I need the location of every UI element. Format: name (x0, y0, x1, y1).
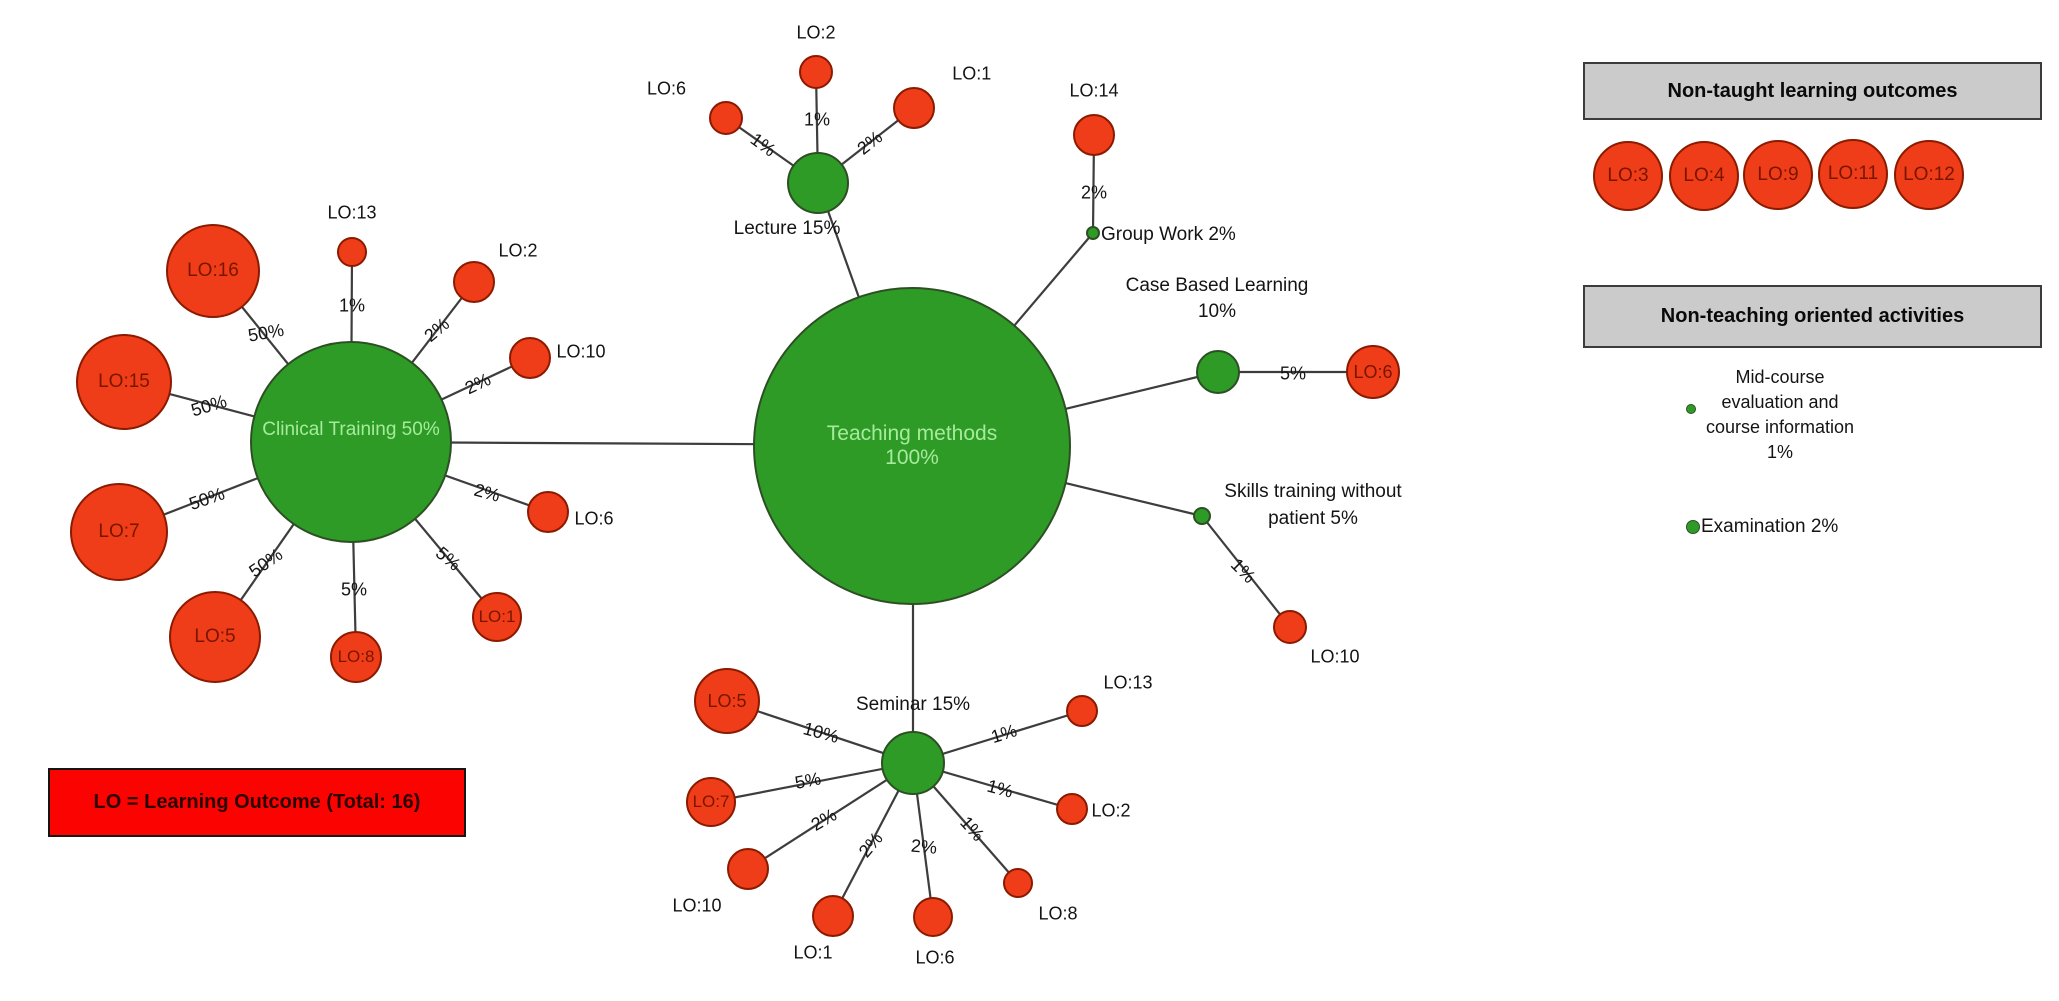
seminar-lo-6-pct: 2% (910, 835, 938, 858)
clinical-lo-2-circle (453, 261, 495, 303)
lecture-lo-2-label: LO:2 (796, 22, 836, 43)
clinical-lo-6-label: LO:6 (574, 508, 614, 529)
midcourse-label: Mid-course evaluation and course informa… (1706, 365, 1854, 465)
skills-lo-10-circle (1273, 610, 1307, 644)
clinical-lo-10-label: LO:10 (556, 341, 606, 362)
seminar-lo-10-label: LO:10 (672, 895, 722, 916)
clinical-lo-13-circle (337, 237, 367, 267)
clinical-lo-13-label: LO:13 (327, 202, 377, 223)
non-taught-lo-9-circle: LO:9 (1743, 140, 1813, 210)
examination-dot (1686, 520, 1700, 534)
midcourse-label-line2: evaluation and (1721, 392, 1839, 412)
non-taught-lo-12-label: LO:12 (1903, 164, 1955, 185)
non-taught-header-box: Non-taught learning outcomes (1583, 62, 2042, 120)
non-taught-lo-4-label: LO:4 (1683, 165, 1725, 186)
non-taught-lo-9-label: LO:9 (1757, 164, 1799, 185)
non-taught-lo-11-label: LO:11 (1827, 163, 1879, 184)
midcourse-label-line3: course information (1705, 417, 1855, 437)
group-work-lo-14-circle (1073, 114, 1115, 156)
seminar-lo-6-circle (913, 897, 953, 937)
cbl-lo-6-label: LO:6 (1353, 361, 1393, 382)
lecture-lo-1-circle (893, 87, 935, 129)
node-clinical-training (250, 341, 452, 543)
midcourse-label-line4: 1% (1766, 442, 1794, 462)
seminar-lo-6-label: LO:6 (915, 947, 955, 968)
case-based-learning-label-line2: 10% (1197, 301, 1237, 322)
seminar-lo-7-circle: LO:7 (686, 777, 736, 827)
seminar-lo-1-circle (812, 895, 854, 937)
cbl-lo-6-pct: 5% (1279, 363, 1307, 384)
clinical-lo-2-label: LO:2 (498, 240, 538, 261)
seminar-lo-8-circle (1003, 868, 1033, 898)
clinical-lo-1-circle: LO:1 (472, 592, 522, 642)
seminar-lo-2-label: LO:2 (1091, 800, 1131, 821)
seminar-lo-10-circle (727, 848, 769, 890)
teaching-methods-label-line1: Teaching methods (826, 422, 998, 445)
node-seminar (881, 731, 945, 795)
clinical-lo-15-label: LO:15 (98, 371, 150, 392)
clinical-lo-7-circle: LO:7 (70, 483, 168, 581)
clinical-lo-1-label: LO:1 (478, 607, 516, 626)
seminar-lo-5-label: LO:5 (707, 690, 747, 711)
group-work-lo-14-pct: 2% (1080, 182, 1108, 203)
clinical-lo-5-label: LO:5 (194, 626, 236, 647)
midcourse-label-line1: Mid-course (1735, 367, 1825, 387)
legend-box: LO = Learning Outcome (Total: 16) (48, 768, 466, 837)
clinical-training-label: Clinical Training 50% (262, 419, 440, 441)
seminar-lo-1-label: LO:1 (793, 942, 833, 963)
seminar-lo-7-label: LO:7 (692, 792, 730, 811)
seminar-lo-2-circle (1056, 793, 1088, 825)
seminar-lo-13-circle (1066, 695, 1098, 727)
non-taught-lo-4-circle: LO:4 (1669, 141, 1739, 211)
skills-training-label-line1: Skills training without (1224, 481, 1402, 502)
skills-training-label: Skills training without patient 5% (1224, 478, 1401, 532)
lecture-lo-2-circle (799, 55, 833, 89)
clinical-lo-7-label: LO:7 (98, 521, 140, 542)
seminar-lo-13-label: LO:13 (1103, 672, 1153, 693)
non-teaching-header-label: Non-teaching oriented activities (1660, 305, 1965, 327)
clinical-lo-16-circle: LO:16 (166, 224, 260, 318)
non-taught-lo-12-circle: LO:12 (1894, 140, 1964, 210)
lecture-label: Lecture 15% (733, 218, 841, 240)
clinical-lo-5-circle: LO:5 (169, 591, 261, 683)
non-taught-header-label: Non-taught learning outcomes (1667, 79, 1958, 102)
lecture-lo-2-pct: 1% (803, 109, 831, 130)
clinical-lo-8-circle: LO:8 (330, 631, 382, 683)
case-based-learning-label-line1: Case Based Learning (1125, 275, 1309, 296)
non-taught-lo-3-circle: LO:3 (1593, 141, 1663, 211)
seminar-label: Seminar 15% (855, 694, 971, 716)
clinical-lo-8-pct: 5% (340, 579, 368, 600)
clinical-lo-13-pct: 1% (338, 295, 366, 316)
group-work-lo-14-label: LO:14 (1069, 80, 1119, 101)
teaching-methods-label-line2: 100% (885, 446, 939, 469)
node-case-based-learning (1196, 350, 1240, 394)
non-taught-lo-11-circle: LO:11 (1818, 139, 1888, 209)
clinical-lo-10-circle (509, 337, 551, 379)
non-taught-lo-3-label: LO:3 (1607, 165, 1649, 186)
group-work-label: Group Work 2% (1101, 224, 1236, 246)
lecture-lo-6-label: LO:6 (646, 78, 686, 99)
lecture-lo-1-label: LO:1 (952, 63, 992, 84)
seminar-lo-5-circle: LO:5 (694, 668, 760, 734)
cbl-lo-6-circle: LO:6 (1346, 345, 1400, 399)
skills-lo-10-label: LO:10 (1310, 646, 1360, 667)
lecture-lo-6-circle (709, 101, 743, 135)
midcourse-dot (1686, 404, 1696, 414)
case-based-learning-label: Case Based Learning 10% (1126, 273, 1309, 325)
node-teaching-methods: Teaching methods 100% (753, 287, 1071, 605)
node-group-work-dot (1086, 226, 1100, 240)
node-skills-training-dot (1193, 507, 1211, 525)
skills-training-label-line2: patient 5% (1268, 508, 1358, 529)
seminar-lo-8-label: LO:8 (1038, 903, 1078, 924)
node-lecture (787, 152, 849, 214)
clinical-lo-8-label: LO:8 (337, 647, 375, 666)
legend-label: LO = Learning Outcome (Total: 16) (93, 791, 421, 813)
examination-label: Examination 2% (1701, 516, 1839, 538)
non-teaching-header-box: Non-teaching oriented activities (1583, 285, 2042, 348)
clinical-lo-16-label: LO:16 (187, 260, 239, 281)
clinical-lo-15-circle: LO:15 (76, 334, 172, 430)
clinical-lo-6-circle (527, 491, 569, 533)
